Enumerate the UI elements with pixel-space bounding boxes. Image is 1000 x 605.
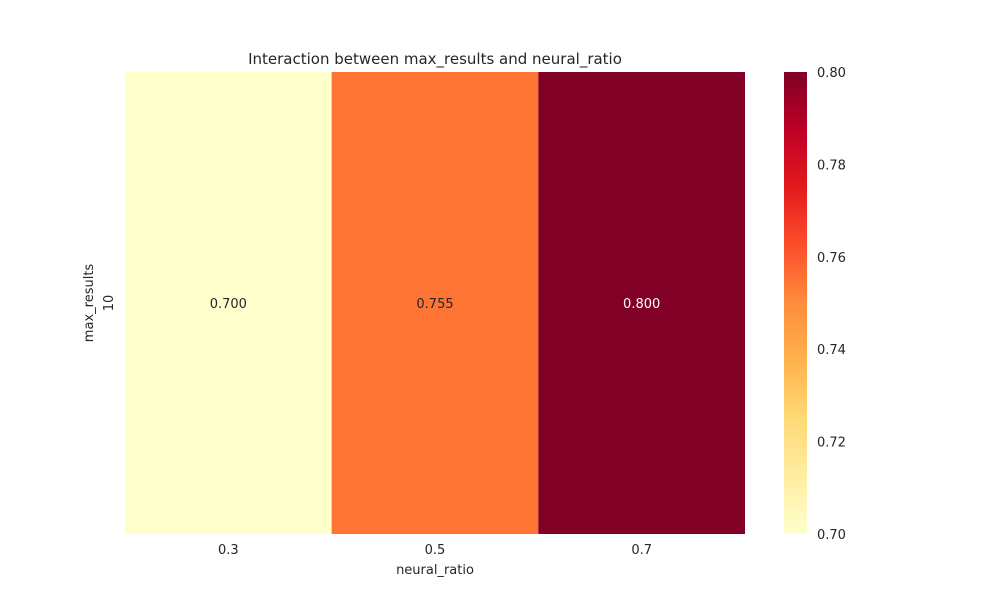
heatmap-cell: [331, 72, 539, 534]
colorbar-ticks: 0.70 0.72 0.74 0.76 0.78 0.80: [817, 66, 846, 543]
y-axis-label: max_results: [82, 264, 97, 343]
x-tick-label: 0.7: [631, 543, 652, 558]
colorbar-tick-label: 0.76: [817, 251, 846, 266]
x-tick-label: 0.5: [425, 543, 446, 558]
heatmap-cells: [125, 72, 745, 534]
colorbar-tick-label: 0.78: [817, 158, 846, 173]
x-axis-ticks: 0.3 0.5 0.7: [218, 543, 652, 558]
colorbar-tick-label: 0.70: [817, 528, 846, 543]
colorbar-tick-label: 0.80: [817, 66, 846, 81]
chart-title: Interaction between max_results and neur…: [248, 50, 622, 69]
colorbar-tick-label: 0.74: [817, 343, 846, 358]
y-tick-label: 10: [102, 295, 117, 312]
cell-value-label: 0.800: [623, 297, 660, 312]
heatmap-cell-labels: 0.700 0.755 0.800: [210, 297, 661, 312]
x-axis-label: neural_ratio: [396, 563, 474, 578]
cell-value-label: 0.700: [210, 297, 247, 312]
colorbar-tick-label: 0.72: [817, 436, 846, 451]
cell-value-label: 0.755: [416, 297, 453, 312]
x-tick-label: 0.3: [218, 543, 239, 558]
heatmap-cell: [125, 72, 332, 534]
heatmap-cell: [538, 72, 745, 534]
colorbar: [784, 72, 807, 534]
y-axis-ticks: 10: [102, 295, 117, 312]
